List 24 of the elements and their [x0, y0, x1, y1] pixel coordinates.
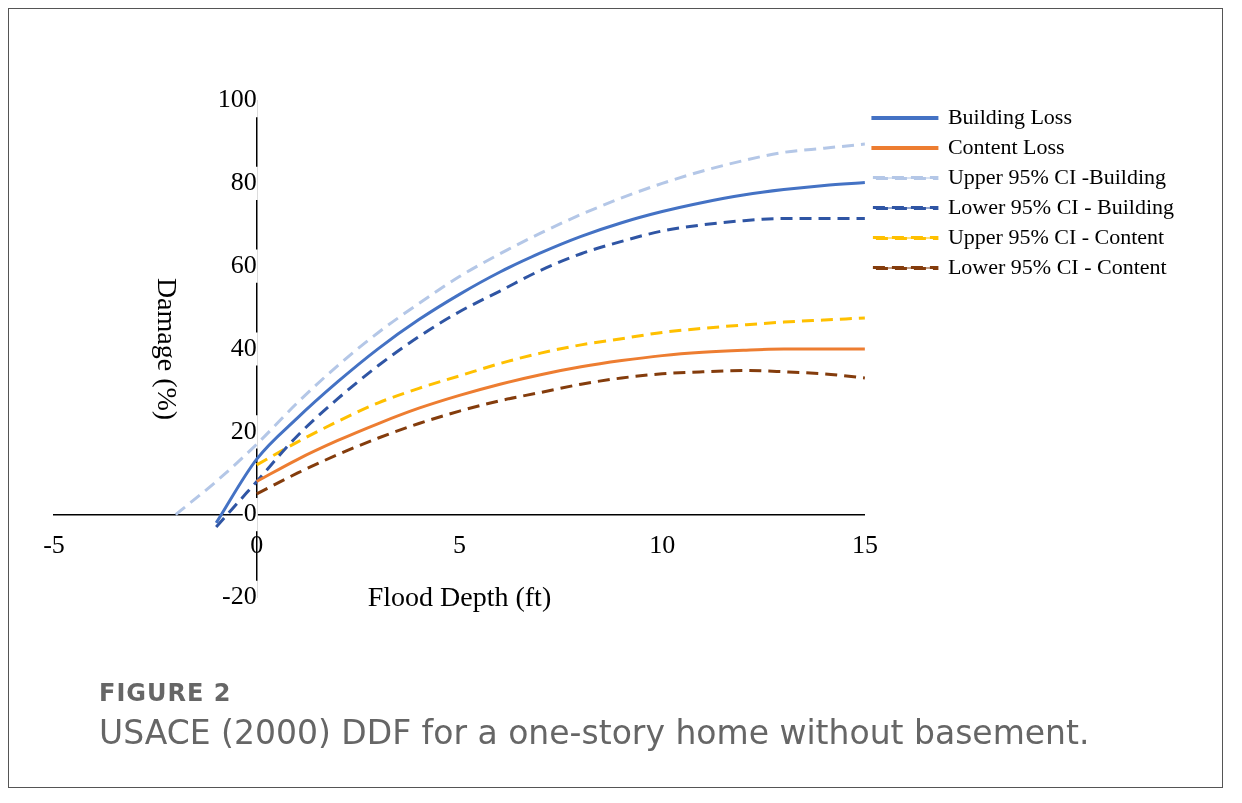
y-axis-title: Damage (%) [151, 277, 183, 421]
x-tick-label: 10 [649, 530, 676, 560]
legend-label: Upper 95% CI - Content [947, 223, 1165, 249]
y-tick-label: 100 [217, 84, 257, 114]
text: USACE (2000) DDF for a one-story home without basement. [99, 713, 1091, 752]
line-series [255, 316, 865, 467]
x-tick-label: 5 [452, 530, 466, 560]
legend-label: Content Loss [947, 133, 1065, 159]
y-tick-label: 40 [230, 332, 257, 362]
legend-label: Lower 95% CI - Content [947, 253, 1167, 279]
x-tick-label: -5 [43, 530, 65, 560]
y-tick-label: 80 [230, 167, 257, 197]
y-tick-label: 60 [230, 250, 257, 280]
y-tick-label: -20 [222, 581, 257, 611]
line-series [255, 369, 865, 496]
y-tick-label: 0 [243, 498, 257, 528]
legend-label: Building Loss [947, 103, 1072, 129]
y-tick-label: 20 [230, 415, 257, 445]
x-axis-title: Flood Depth (ft) [367, 580, 552, 612]
legend-label: Upper 95% CI -Building [947, 163, 1167, 189]
line-series [255, 347, 865, 483]
caption: FIGURE 2 [99, 679, 233, 707]
x-tick-label: 15 [851, 530, 878, 560]
legend-label: Lower 95% CI - Building [947, 193, 1175, 219]
